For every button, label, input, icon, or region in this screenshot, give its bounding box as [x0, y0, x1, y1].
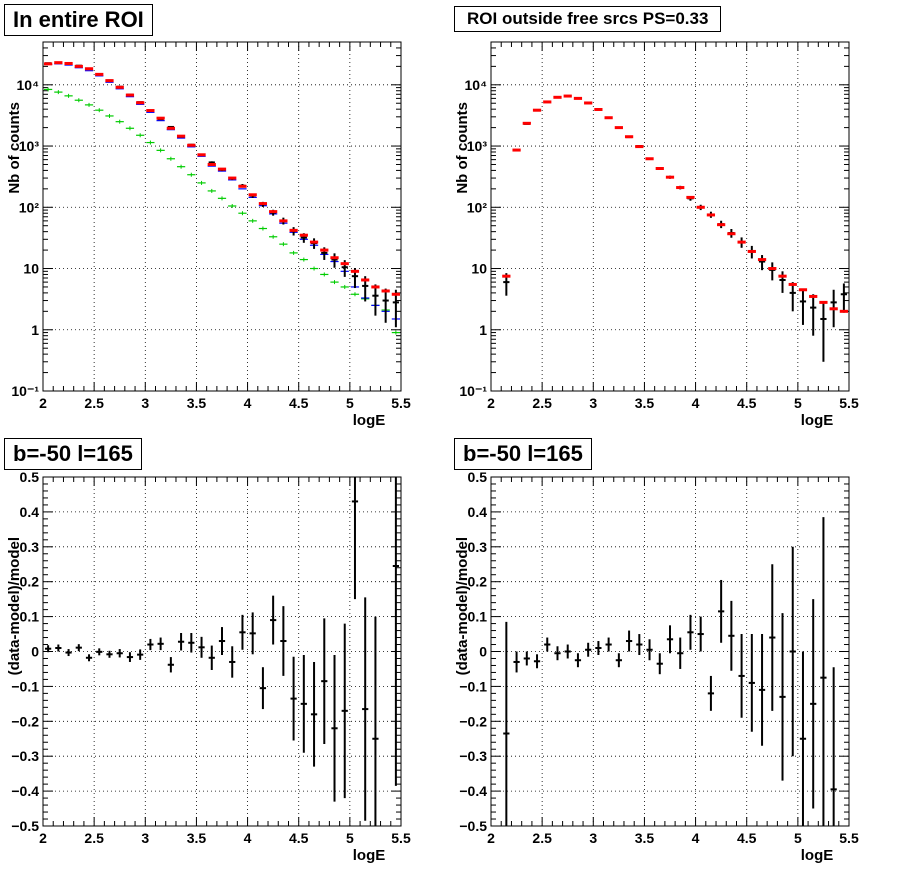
y-tick-label: 0.1	[468, 609, 488, 625]
x-tick-label: 2.5	[532, 395, 552, 411]
chart-panel-2: 2 2.5 3 3.5 4 4.5 5 5.5 10⁻¹ 1 10 10² 10³ 10⁴ logE Nb o…	[454, 41, 859, 429]
x-tick-label: 5.5	[391, 830, 411, 846]
y-tick-label: 10⁴	[465, 77, 488, 93]
x-tick-label: 2.5	[84, 830, 104, 846]
y-tick-label: 0.2	[20, 574, 40, 590]
x-tick-label: 3	[589, 395, 597, 411]
y-tick-label: 0	[31, 644, 39, 660]
plot-frame	[42, 41, 402, 392]
y-tick-label: 0.3	[20, 539, 40, 555]
x-tick-label: 5	[794, 395, 802, 411]
x-tick-label: 4	[244, 395, 252, 411]
y-tick-label: −0.1	[11, 678, 39, 694]
y-tick-label: 1	[31, 322, 39, 338]
y-tick-label: 1	[479, 322, 487, 338]
panel-title-residual-left: b=-50 l=165	[4, 438, 142, 470]
y-tick-label: −0.4	[11, 783, 39, 799]
y-tick-label: 10⁴	[17, 77, 40, 93]
x-axis-label: logE	[353, 412, 386, 429]
plot-frame	[490, 41, 850, 392]
x-axis-label: logE	[801, 412, 834, 429]
x-tick-label: 2	[487, 395, 495, 411]
x-tick-label: 3.5	[187, 395, 207, 411]
y-tick-label: −0.4	[459, 783, 487, 799]
x-tick-label: 5.5	[839, 830, 859, 846]
x-tick-label: 5	[794, 830, 802, 846]
x-tick-label: 4.5	[737, 395, 757, 411]
y-tick-label: 10⁻¹	[11, 383, 39, 399]
y-tick-label: 0	[479, 644, 487, 660]
y-axis-label: (data-model)/model	[6, 537, 23, 675]
x-tick-label: 2	[39, 830, 47, 846]
x-tick-label: 3	[589, 830, 597, 846]
x-tick-label: 5	[346, 395, 354, 411]
y-tick-label: 10³	[19, 138, 40, 154]
panel-title-residual-right: b=-50 l=165	[454, 438, 592, 470]
panel-title-entire-roi: In entire ROI	[4, 4, 153, 36]
panel-title-outside-free-srcs: ROI outside free srcs PS=0.33	[454, 6, 722, 32]
x-tick-label: 4	[692, 830, 700, 846]
y-tick-label: 10²	[467, 199, 488, 215]
x-tick-label: 3	[141, 395, 149, 411]
x-tick-label: 2.5	[532, 830, 552, 846]
y-tick-label: −0.3	[459, 748, 487, 764]
x-tick-label: 4.5	[289, 830, 309, 846]
y-tick-label: 0.3	[468, 539, 488, 555]
chart-panel-1: 2 2.5 3 3.5 4 4.5 5 5.5 10⁻¹ 1 10 10² 10³ 10⁴ logE Nb o…	[6, 41, 411, 429]
y-tick-label: 0.5	[468, 469, 488, 485]
y-tick-label: 0.2	[468, 574, 488, 590]
x-axis-label: logE	[801, 847, 834, 864]
x-tick-label: 3.5	[635, 830, 655, 846]
x-tick-label: 5	[346, 830, 354, 846]
x-tick-label: 2	[39, 395, 47, 411]
x-tick-label: 5.5	[391, 395, 411, 411]
y-axis-label: Nb of counts	[454, 102, 471, 194]
x-tick-label: 3.5	[635, 395, 655, 411]
y-tick-label: −0.2	[11, 713, 39, 729]
y-axis-label: Nb of counts	[6, 102, 23, 194]
x-tick-label: 4.5	[289, 395, 309, 411]
y-axis-label: (data-model)/model	[454, 537, 471, 675]
y-tick-label: −0.1	[459, 678, 487, 694]
y-tick-label: −0.3	[11, 748, 39, 764]
chart-panel-4: 2 2.5 3 3.5 4 4.5 5 5.5 −0.5 −0.4 −0.3 −0.2 −0.1 0 0.1…	[454, 469, 859, 864]
y-tick-label: 0.4	[468, 504, 488, 520]
y-tick-label: 10	[23, 261, 39, 277]
x-tick-label: 4	[692, 395, 700, 411]
y-tick-label: 10	[471, 261, 487, 277]
y-tick-label: 0.4	[20, 504, 40, 520]
x-tick-label: 2	[487, 830, 495, 846]
y-tick-label: −0.5	[459, 818, 487, 834]
y-tick-label: 10²	[19, 199, 40, 215]
x-tick-label: 2.5	[84, 395, 104, 411]
y-tick-label: 10³	[467, 138, 488, 154]
y-tick-label: −0.2	[459, 713, 487, 729]
y-tick-label: 10⁻¹	[459, 383, 487, 399]
x-tick-label: 4	[244, 830, 252, 846]
x-tick-label: 3.5	[187, 830, 207, 846]
y-tick-label: 0.1	[20, 609, 40, 625]
y-tick-label: 0.5	[20, 469, 40, 485]
y-tick-label: −0.5	[11, 818, 39, 834]
x-axis-label: logE	[353, 847, 386, 864]
x-tick-label: 3	[141, 830, 149, 846]
chart-panel-3: 2 2.5 3 3.5 4 4.5 5 5.5 −0.5 −0.4 −0.3 −0.2 −0.1 0 0.1…	[6, 469, 411, 864]
x-tick-label: 5.5	[839, 395, 859, 411]
x-tick-label: 4.5	[737, 830, 757, 846]
